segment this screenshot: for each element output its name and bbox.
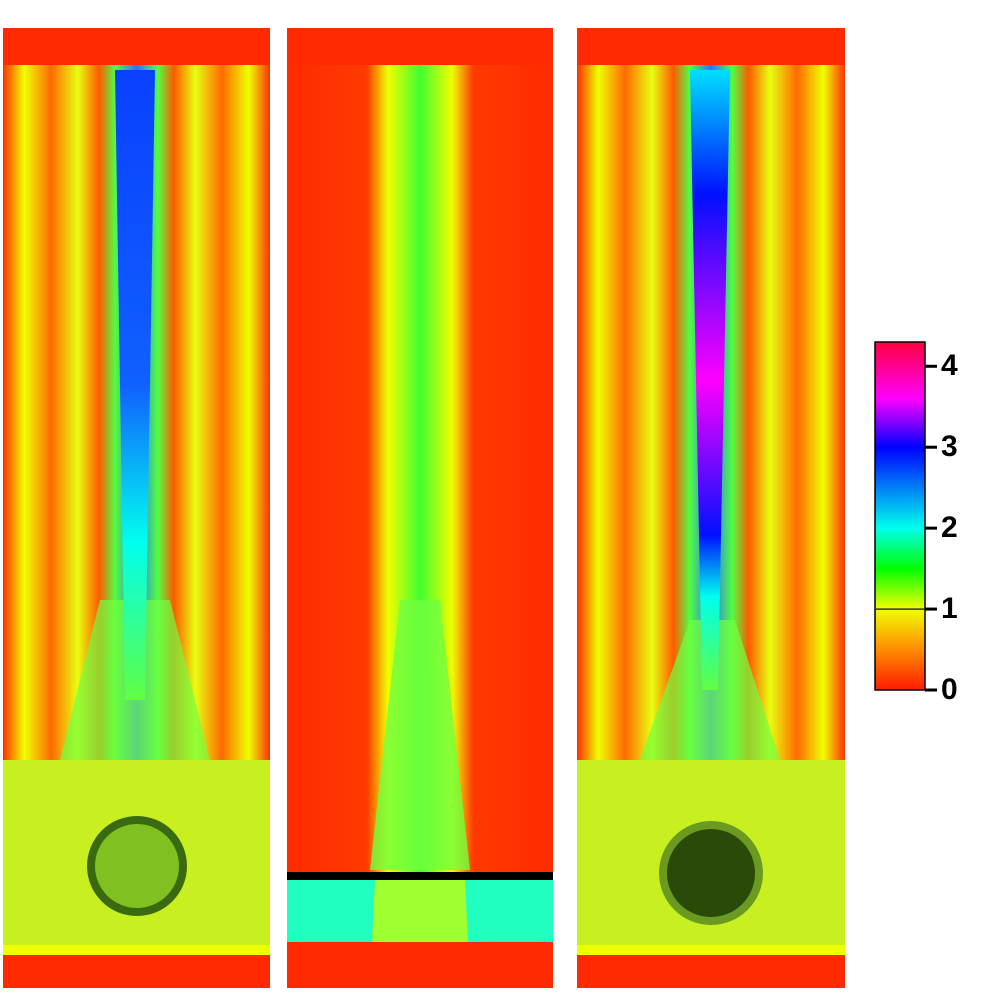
panel-1 xyxy=(3,28,270,988)
colorbar: 0 1 2 3 4 xyxy=(874,341,958,706)
tick-label: 4 xyxy=(941,349,958,382)
tick-label: 2 xyxy=(941,511,958,544)
panel-3 xyxy=(577,28,845,988)
colorbar-scale xyxy=(874,341,926,691)
tick-label: 1 xyxy=(941,592,958,625)
tick-label: 0 xyxy=(941,673,958,706)
tick-label: 3 xyxy=(941,430,958,463)
panel-2 xyxy=(287,28,553,988)
